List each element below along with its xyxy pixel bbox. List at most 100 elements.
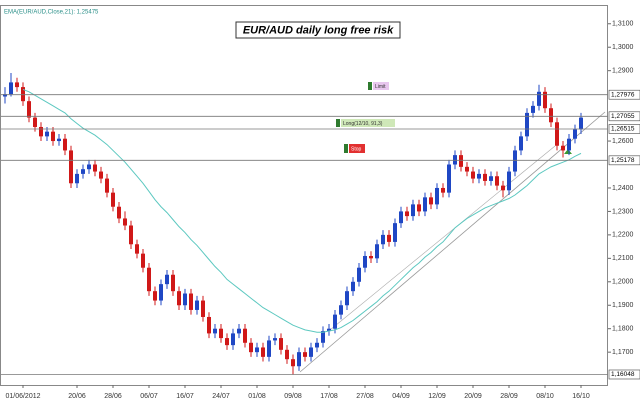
candle-body	[537, 91, 541, 106]
candle-body	[567, 138, 571, 151]
annotation: Long(12/10, 91,3)	[343, 121, 383, 127]
trend-line	[299, 111, 606, 373]
x-tick-label: 28/09	[500, 393, 518, 400]
plot-frame	[0, 5, 608, 386]
y-tick-label: 1,3100	[612, 21, 634, 28]
level-label: 1,25178	[611, 157, 635, 164]
indicator-label: EMA(EUR/AUD,Close,21): 1,25475	[4, 10, 99, 16]
y-tick-label: 1,2000	[612, 279, 634, 286]
candle-body	[369, 255, 373, 259]
x-tick-label: 28/06	[104, 393, 122, 400]
level-label: 1,27055	[611, 113, 635, 120]
candle-body	[75, 173, 79, 184]
y-tick-label: 1,2900	[612, 68, 634, 75]
candle-body	[315, 342, 319, 348]
candle-body	[573, 129, 577, 139]
candle-body	[9, 82, 13, 95]
candle-body	[303, 352, 307, 357]
candle-body	[183, 293, 187, 306]
candle-body	[261, 347, 265, 357]
level-label: 1,27976	[611, 91, 635, 98]
ema-line	[22, 88, 582, 333]
candle-body	[225, 338, 229, 346]
candle-body	[273, 338, 277, 341]
candle-body	[387, 234, 391, 242]
candle-body	[189, 293, 193, 310]
level-label: 1,26515	[611, 126, 635, 133]
candle-body	[87, 164, 91, 170]
candle-body	[195, 300, 199, 310]
candle-body	[159, 284, 163, 301]
x-tick-label: 24/07	[212, 393, 230, 400]
candle-body	[447, 164, 451, 193]
candle-body	[531, 105, 535, 113]
title-box	[235, 21, 401, 39]
candle-body	[417, 204, 421, 212]
level-label-box	[608, 124, 640, 134]
candle-body	[543, 91, 547, 109]
candle-body	[579, 117, 583, 130]
y-tick-label: 1,2100	[612, 255, 634, 262]
candle-body	[111, 192, 115, 207]
candle-body	[513, 150, 517, 172]
y-tick-label: 1,3000	[612, 44, 634, 51]
candle-body	[405, 211, 409, 217]
candle-body	[117, 206, 121, 219]
candle-body	[363, 255, 367, 268]
candle-body	[561, 145, 565, 151]
candle-body	[201, 300, 205, 317]
candle-body	[351, 281, 355, 292]
candle-body	[129, 225, 133, 245]
candle-body	[3, 94, 7, 97]
annotation: Limit	[375, 84, 386, 90]
candle-body	[267, 340, 271, 357]
candle-body	[393, 223, 397, 242]
x-tick-label: 12/09	[428, 393, 446, 400]
candle-body	[429, 197, 433, 205]
annotation-box	[373, 82, 389, 90]
candle-body	[459, 155, 463, 167]
x-tick-label: 04/09	[392, 393, 410, 400]
annotation: Stop	[351, 146, 362, 152]
candle-body	[327, 328, 331, 332]
x-tick-label: 09/08	[284, 393, 302, 400]
candle-body	[153, 291, 157, 301]
candle-body	[555, 122, 559, 146]
annotation-box	[349, 144, 365, 153]
level-label-box	[608, 369, 640, 380]
candle-body	[411, 204, 415, 217]
candle-body	[477, 173, 481, 179]
candle-body	[495, 176, 499, 186]
candle-body	[339, 305, 343, 315]
annotation-icon	[336, 119, 340, 127]
candle-body	[333, 314, 337, 329]
candle-body	[63, 138, 67, 151]
y-tick-label: 1,1700	[612, 349, 634, 356]
level-label-box	[608, 89, 640, 100]
candle-body	[81, 169, 85, 174]
candle-body	[69, 150, 73, 184]
candle-body	[465, 166, 469, 172]
x-tick-label: 20/06	[68, 393, 86, 400]
candle-body	[291, 359, 295, 367]
candle-body	[381, 234, 385, 245]
candle-body	[297, 352, 301, 367]
x-tick-label: 06/07	[140, 393, 158, 400]
arrow-icon	[564, 149, 572, 154]
level-label-box	[608, 155, 640, 166]
candle-body	[237, 328, 241, 334]
annotation-icon	[344, 144, 348, 153]
candle-body	[525, 112, 529, 137]
candle-body	[483, 173, 487, 181]
x-tick-label: 20/09	[464, 393, 482, 400]
candle-body	[249, 342, 253, 353]
candle-body	[177, 291, 181, 306]
candle-body	[435, 187, 439, 205]
y-tick-label: 1,2300	[612, 208, 634, 215]
candle-body	[441, 187, 445, 193]
candle-body	[243, 328, 247, 343]
candle-body	[231, 333, 235, 346]
candle-body	[357, 267, 361, 282]
y-tick-label: 1,2600	[612, 138, 634, 145]
candle-body	[321, 331, 325, 343]
